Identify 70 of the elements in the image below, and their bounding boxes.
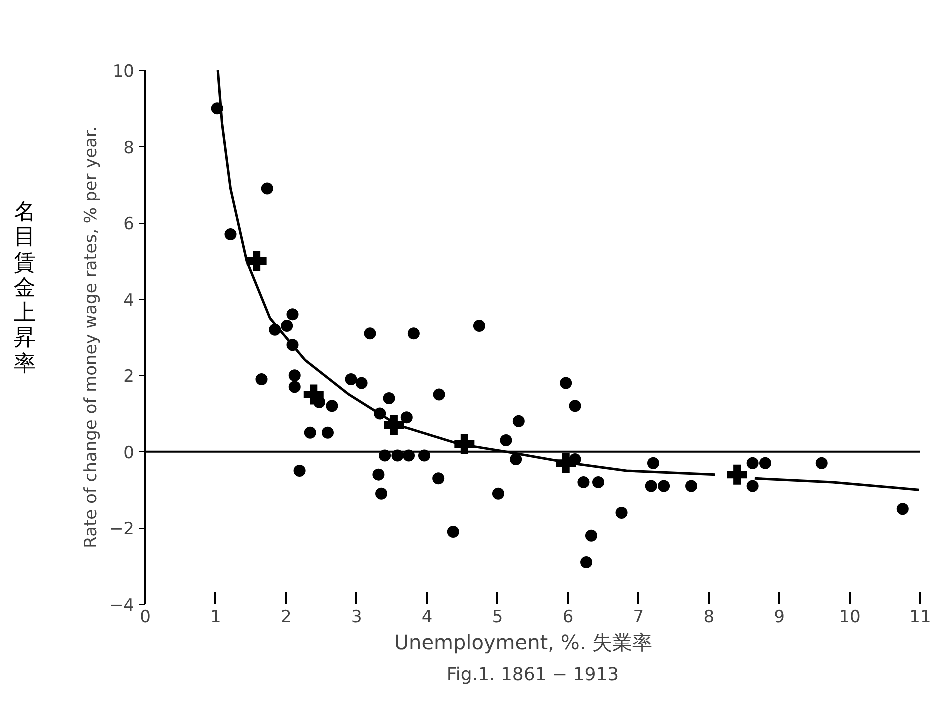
point	[616, 506, 628, 519]
point	[261, 182, 274, 195]
point	[408, 328, 420, 340]
point	[580, 556, 593, 569]
point	[592, 476, 605, 488]
x-tick-label: 3	[351, 608, 362, 628]
point	[288, 370, 301, 382]
x-axis-title: Unemployment, %. 失業率	[394, 630, 653, 654]
point	[492, 488, 504, 500]
point	[647, 457, 660, 470]
point	[746, 457, 759, 470]
point	[383, 392, 396, 405]
y-tick-label: −4	[109, 596, 134, 616]
x-tick-label: 9	[774, 608, 786, 628]
point	[560, 377, 572, 390]
point	[512, 415, 525, 428]
y-tick-label: 2	[124, 367, 135, 388]
point	[585, 530, 598, 542]
y-tick-label: 10	[112, 62, 135, 82]
point	[326, 400, 338, 412]
point	[760, 457, 772, 470]
y-tick-label: −2	[109, 520, 134, 540]
point	[345, 373, 358, 386]
point	[281, 320, 294, 332]
point	[376, 488, 388, 500]
x-tick-label: 10	[839, 608, 861, 628]
x-tick-label: 5	[492, 608, 504, 628]
point	[356, 377, 368, 390]
point	[433, 388, 446, 401]
y-tick-label: 4	[124, 290, 135, 311]
x-tick-label: 1	[210, 608, 222, 628]
x-tick-label: 7	[633, 608, 644, 628]
point	[686, 480, 698, 492]
y-tick-label: 0	[124, 443, 135, 464]
point	[322, 426, 334, 439]
x-tick-label: 0	[140, 608, 151, 628]
point	[746, 480, 759, 492]
point	[658, 480, 670, 492]
y-tick-label: 6	[124, 214, 135, 235]
x-tick-label: 2	[281, 608, 292, 628]
text: 名目賃金上昇率	[14, 200, 36, 378]
point	[578, 476, 590, 488]
point	[286, 308, 299, 321]
point	[727, 464, 748, 485]
y-tick-label: 8	[124, 138, 135, 158]
point	[304, 426, 316, 439]
point	[645, 480, 658, 492]
point	[400, 412, 413, 424]
x-tick-label: 4	[422, 608, 433, 628]
point	[304, 384, 324, 405]
point	[816, 457, 828, 470]
point	[432, 472, 445, 485]
point	[473, 320, 486, 332]
x-tick-label: 8	[704, 608, 715, 628]
x-tick-label: 6	[562, 608, 574, 628]
point	[364, 328, 376, 340]
point	[288, 381, 301, 394]
point	[447, 526, 460, 538]
y-axis-title: Rate of change of money wage rates, % per year.	[81, 126, 102, 548]
point	[294, 465, 306, 477]
x-tick-label: 11	[910, 608, 932, 628]
caption: Fig.1. 1861 − 1913	[446, 664, 620, 686]
point	[569, 400, 582, 412]
point	[246, 251, 267, 272]
point	[500, 434, 512, 446]
point	[372, 468, 385, 481]
point	[510, 454, 522, 466]
point	[256, 373, 268, 386]
point	[896, 503, 909, 516]
point	[224, 228, 237, 241]
